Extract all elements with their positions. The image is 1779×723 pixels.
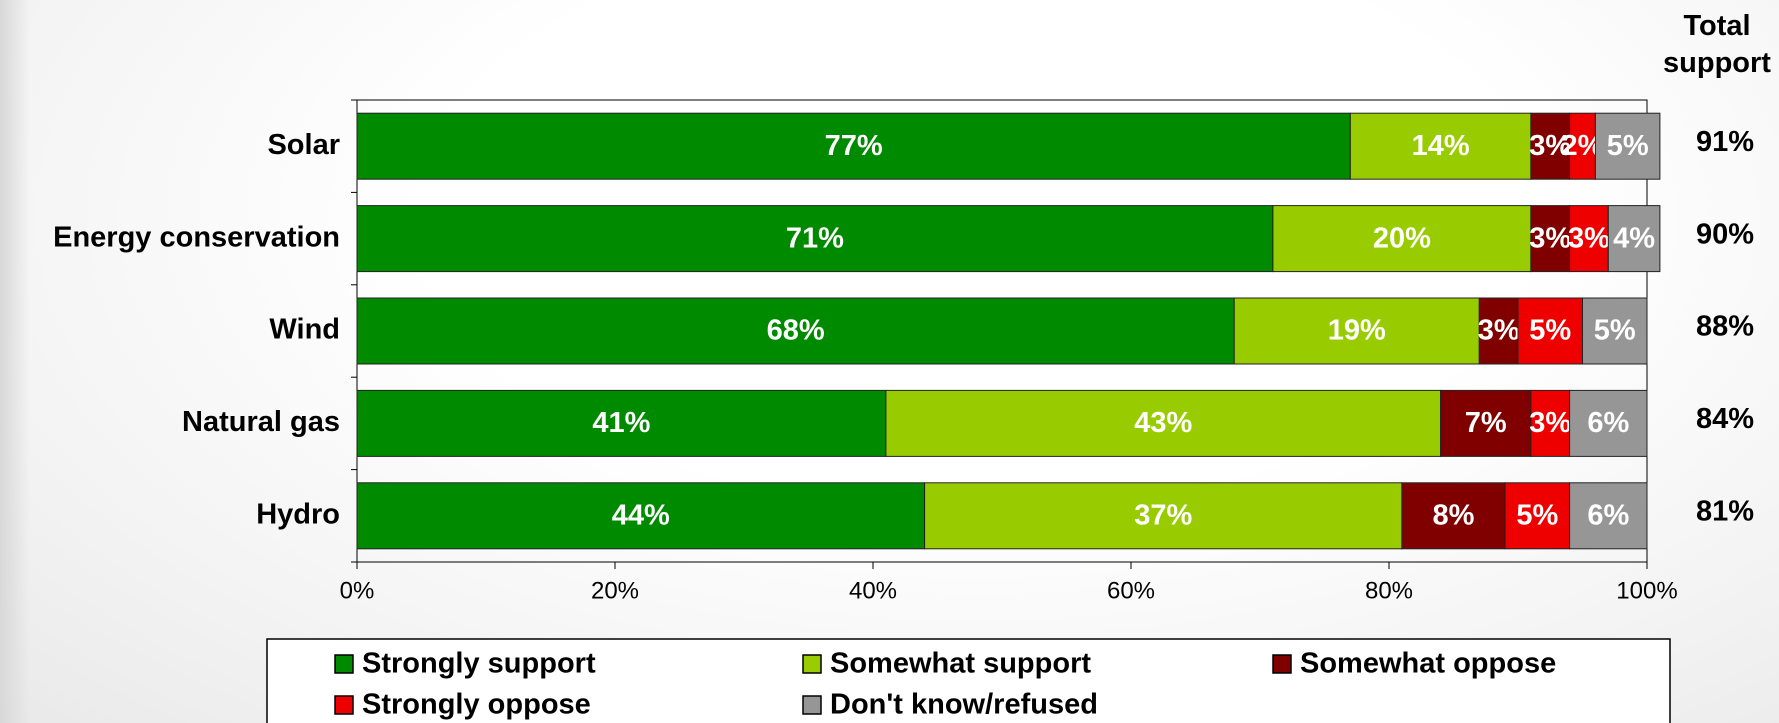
legend-label: Don't know/refused	[830, 689, 1098, 721]
legend-swatch	[1272, 654, 1292, 674]
total-label: 88%	[1696, 311, 1754, 343]
x-tick-label: 60%	[1107, 577, 1155, 604]
bar-value-label: 14%	[1412, 130, 1470, 162]
x-tick-label: 40%	[849, 577, 897, 604]
bar-value-label: 3%	[1478, 315, 1520, 347]
bar-segment	[356, 205, 1274, 273]
bar-value-label: 3%	[1529, 130, 1571, 162]
bar-segment	[1401, 482, 1506, 550]
legend-swatch	[334, 654, 354, 674]
bar-value-label: 5%	[1529, 315, 1571, 347]
bar-value-label: 71%	[786, 222, 844, 254]
bar-segment	[1517, 297, 1583, 365]
bar-segment	[1440, 389, 1532, 457]
bar-segment	[1272, 205, 1532, 273]
total-label: 91%	[1696, 126, 1754, 158]
bar-value-label: 4%	[1613, 222, 1655, 254]
x-tick-label: 80%	[1365, 577, 1413, 604]
x-tick-label: 20%	[591, 577, 639, 604]
bar-segment	[1349, 112, 1532, 180]
bar-value-label: 77%	[825, 130, 883, 162]
bar-segment	[1530, 205, 1571, 273]
bar-value-label: 3%	[1568, 222, 1610, 254]
legend-swatch	[334, 695, 354, 715]
total-label: 90%	[1696, 218, 1754, 250]
legend-label: Strongly oppose	[362, 689, 591, 721]
bar-value-label: 8%	[1433, 499, 1475, 531]
category-label: Solar	[267, 129, 340, 161]
bar-value-label: 5%	[1516, 499, 1558, 531]
x-tick-label: 0%	[340, 577, 375, 604]
bar-segment	[1478, 297, 1519, 365]
bar-value-label: 5%	[1607, 130, 1649, 162]
legend-box	[266, 638, 1671, 723]
bar-segment	[356, 389, 887, 457]
x-tick-label: 100%	[1616, 577, 1677, 604]
legend-label: Somewhat support	[830, 648, 1091, 680]
bar-value-label: 7%	[1465, 407, 1507, 439]
bar-value-label: 19%	[1328, 315, 1386, 347]
category-label: Energy conservation	[53, 221, 340, 253]
bar-value-label: 3%	[1529, 407, 1571, 439]
bar-value-label: 5%	[1594, 315, 1636, 347]
bar-segment	[1607, 205, 1661, 273]
total-label: 81%	[1696, 495, 1754, 527]
bar-value-label: 6%	[1587, 499, 1629, 531]
bar-segment	[1582, 297, 1648, 365]
legend-label: Strongly support	[362, 648, 596, 680]
bar-value-label: 44%	[612, 499, 670, 531]
bar-segment	[1530, 112, 1571, 180]
legend-swatch	[802, 654, 822, 674]
bar-segment	[1530, 389, 1571, 457]
legend-swatch	[802, 695, 822, 715]
bar-value-label: 20%	[1373, 222, 1431, 254]
bar-value-label: 43%	[1134, 407, 1192, 439]
category-label: Natural gas	[182, 406, 340, 438]
category-label: Wind	[269, 314, 340, 346]
bar-segment	[1569, 112, 1596, 180]
bar-value-label: 37%	[1134, 499, 1192, 531]
bar-value-label: 68%	[767, 315, 825, 347]
bar-segment	[924, 482, 1403, 550]
bar-segment	[1569, 482, 1648, 550]
category-label: Hydro	[256, 498, 340, 530]
bar-segment	[1594, 112, 1661, 180]
bar-value-label: 3%	[1529, 222, 1571, 254]
bar-segment	[356, 112, 1351, 180]
bar-value-label: 41%	[592, 407, 650, 439]
legend-label: Somewhat oppose	[1300, 648, 1556, 680]
bar-segment	[885, 389, 1442, 457]
bar-segment	[1233, 297, 1480, 365]
bar-value-label: 6%	[1587, 407, 1629, 439]
bar-segment	[356, 297, 1235, 365]
total-label: 84%	[1696, 403, 1754, 435]
bar-segment	[1569, 389, 1648, 457]
totals-header: Total support	[1663, 10, 1771, 79]
